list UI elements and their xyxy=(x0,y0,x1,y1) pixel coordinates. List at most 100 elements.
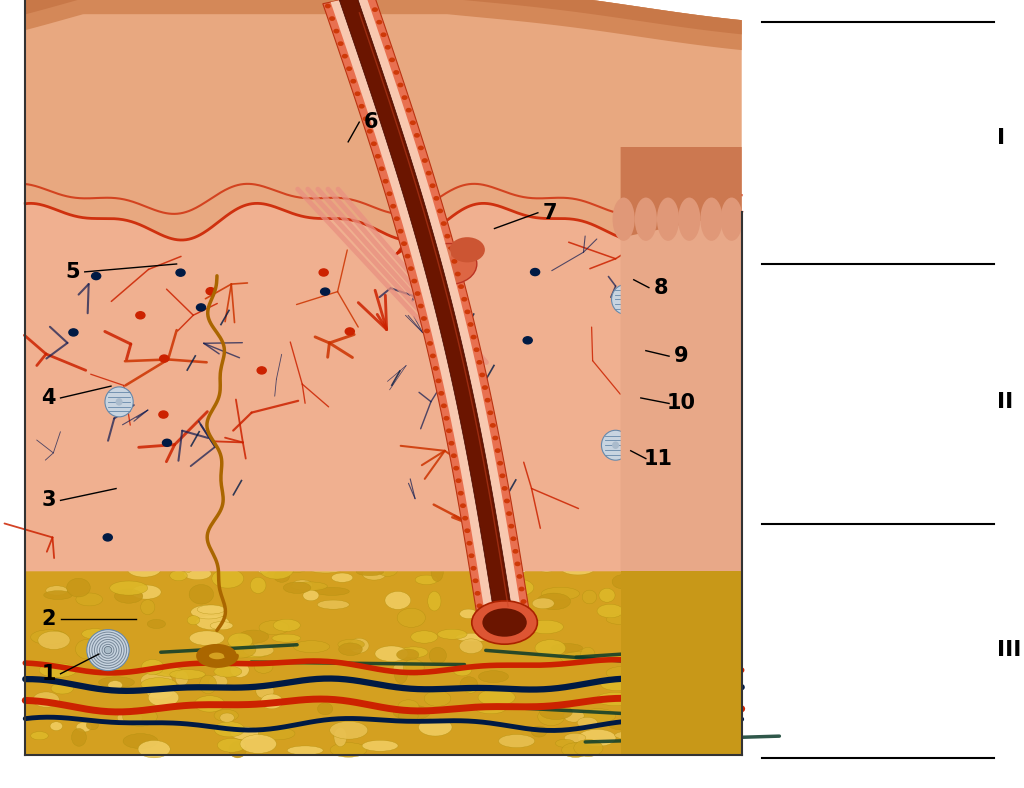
Ellipse shape xyxy=(441,403,446,408)
Ellipse shape xyxy=(538,708,564,726)
Ellipse shape xyxy=(578,730,616,746)
Ellipse shape xyxy=(123,707,158,727)
Ellipse shape xyxy=(401,241,408,246)
Ellipse shape xyxy=(418,553,442,563)
Ellipse shape xyxy=(82,629,109,639)
Ellipse shape xyxy=(141,660,164,675)
Text: 11: 11 xyxy=(643,448,673,469)
Ellipse shape xyxy=(462,516,468,521)
Circle shape xyxy=(163,439,172,446)
Ellipse shape xyxy=(430,184,435,188)
Ellipse shape xyxy=(561,743,590,757)
Polygon shape xyxy=(323,0,530,625)
Ellipse shape xyxy=(51,683,74,694)
Ellipse shape xyxy=(254,660,273,673)
Ellipse shape xyxy=(650,692,663,711)
Ellipse shape xyxy=(140,672,172,689)
Ellipse shape xyxy=(330,721,368,739)
Ellipse shape xyxy=(79,552,101,564)
Ellipse shape xyxy=(458,284,464,289)
Ellipse shape xyxy=(437,209,443,214)
Ellipse shape xyxy=(696,737,719,745)
Ellipse shape xyxy=(435,378,441,383)
Ellipse shape xyxy=(421,316,427,321)
Ellipse shape xyxy=(628,680,645,697)
Ellipse shape xyxy=(393,663,406,673)
Ellipse shape xyxy=(38,631,70,649)
Ellipse shape xyxy=(658,320,664,326)
Ellipse shape xyxy=(484,398,490,403)
Ellipse shape xyxy=(238,645,264,655)
Ellipse shape xyxy=(474,591,480,596)
Circle shape xyxy=(257,367,266,374)
Ellipse shape xyxy=(214,722,245,737)
Ellipse shape xyxy=(599,589,615,602)
Ellipse shape xyxy=(50,722,62,730)
Polygon shape xyxy=(26,203,741,571)
Ellipse shape xyxy=(260,559,294,579)
Ellipse shape xyxy=(410,121,416,125)
Polygon shape xyxy=(339,0,514,623)
Ellipse shape xyxy=(217,738,246,753)
Ellipse shape xyxy=(475,703,506,714)
Ellipse shape xyxy=(98,677,134,688)
Ellipse shape xyxy=(460,639,483,653)
Ellipse shape xyxy=(110,581,147,595)
Ellipse shape xyxy=(182,553,195,572)
Ellipse shape xyxy=(437,630,467,639)
Circle shape xyxy=(437,328,446,335)
Ellipse shape xyxy=(460,504,466,508)
Text: 5: 5 xyxy=(66,262,80,282)
Ellipse shape xyxy=(131,585,161,599)
Ellipse shape xyxy=(140,600,155,615)
Ellipse shape xyxy=(189,631,224,645)
Polygon shape xyxy=(621,147,741,238)
Ellipse shape xyxy=(447,247,454,251)
Ellipse shape xyxy=(342,54,348,58)
Ellipse shape xyxy=(349,638,369,653)
Ellipse shape xyxy=(657,198,679,241)
Ellipse shape xyxy=(479,373,485,377)
Circle shape xyxy=(91,273,100,280)
Ellipse shape xyxy=(350,79,356,84)
Ellipse shape xyxy=(381,32,386,37)
Ellipse shape xyxy=(189,585,214,604)
Ellipse shape xyxy=(560,652,599,664)
Text: III: III xyxy=(997,640,1021,660)
Ellipse shape xyxy=(117,712,142,724)
Ellipse shape xyxy=(76,593,102,606)
Text: 1: 1 xyxy=(41,663,55,684)
Ellipse shape xyxy=(294,641,330,652)
Ellipse shape xyxy=(429,647,446,663)
Ellipse shape xyxy=(250,578,266,593)
Ellipse shape xyxy=(586,548,624,563)
Ellipse shape xyxy=(346,66,352,71)
Ellipse shape xyxy=(478,671,509,682)
Polygon shape xyxy=(331,0,522,624)
Text: 2: 2 xyxy=(41,608,55,629)
Ellipse shape xyxy=(476,604,482,608)
Ellipse shape xyxy=(93,659,119,670)
Ellipse shape xyxy=(258,727,295,740)
Text: 3: 3 xyxy=(41,490,55,511)
Ellipse shape xyxy=(438,391,444,396)
Ellipse shape xyxy=(383,179,389,184)
Ellipse shape xyxy=(482,608,526,637)
Ellipse shape xyxy=(371,141,377,146)
Ellipse shape xyxy=(334,727,347,747)
Ellipse shape xyxy=(415,292,421,296)
Ellipse shape xyxy=(303,590,318,600)
Ellipse shape xyxy=(514,562,520,567)
Ellipse shape xyxy=(393,70,399,75)
Ellipse shape xyxy=(464,682,477,693)
Ellipse shape xyxy=(379,166,385,171)
Ellipse shape xyxy=(375,646,408,661)
Ellipse shape xyxy=(72,728,86,746)
Ellipse shape xyxy=(31,731,48,740)
Ellipse shape xyxy=(678,198,700,241)
Ellipse shape xyxy=(338,639,365,649)
Circle shape xyxy=(464,429,473,436)
Ellipse shape xyxy=(317,703,333,715)
Ellipse shape xyxy=(284,582,311,593)
Ellipse shape xyxy=(422,158,428,163)
